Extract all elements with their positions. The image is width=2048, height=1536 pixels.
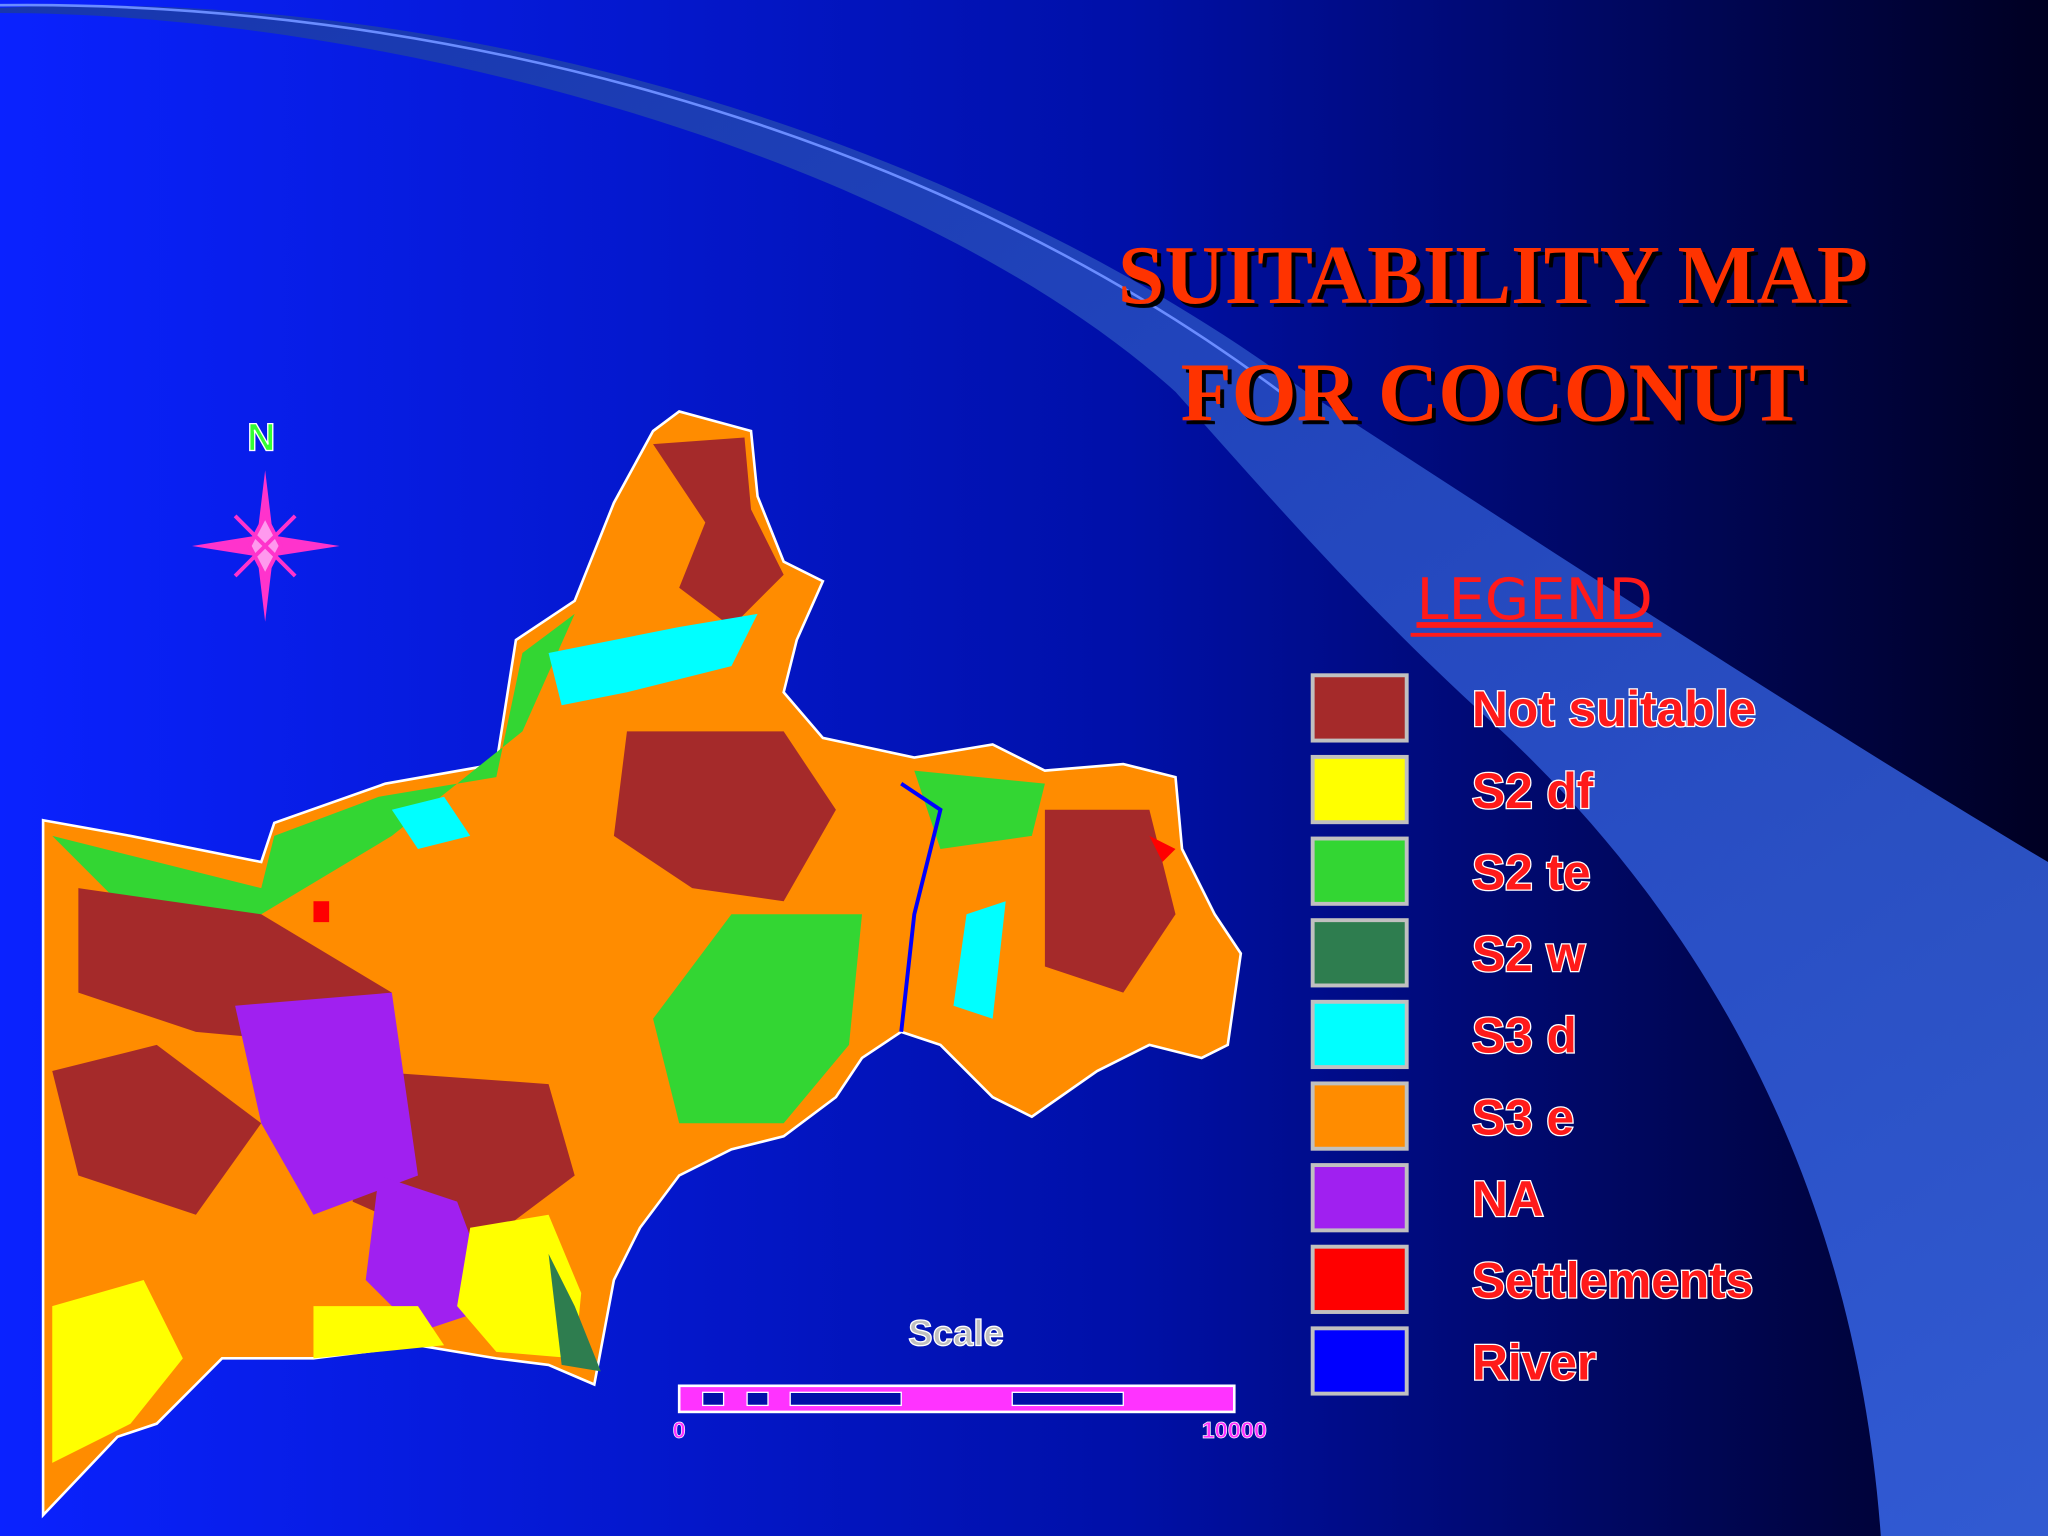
legend-swatch (1310, 836, 1409, 906)
legend-label: Not suitable (1472, 681, 1756, 737)
legend-swatch (1310, 1326, 1409, 1396)
map-zone (548, 1253, 601, 1372)
scale-bar: Scale 0 10000 (672, 1312, 1267, 1444)
scale-end: 10000 (1202, 1417, 1267, 1443)
legend-swatch (1310, 1244, 1409, 1314)
map-zone (391, 796, 471, 849)
legend-label: River (1472, 1334, 1596, 1390)
legend-label: S3 e (1472, 1089, 1574, 1145)
map-zone (313, 1306, 445, 1359)
map-zone (613, 731, 836, 902)
map-river (899, 782, 943, 1033)
legend: Not suitable S2 df S2 te S2 w S3 d S3 e NA Sett… (1310, 673, 1757, 1396)
legend-label: S3 d (1472, 1008, 1577, 1064)
map-zone (52, 613, 575, 915)
legend-label: NA (1472, 1171, 1544, 1227)
compass-star (233, 511, 297, 581)
legend-heading: LEGEND (1417, 566, 1653, 633)
decorative-swoop (0, 5, 2048, 1536)
map-zone (953, 901, 1006, 1019)
map (41, 410, 1243, 1519)
map-zone (653, 437, 784, 627)
legend-swatch (1310, 918, 1409, 988)
compass: N (192, 416, 340, 622)
scale-label: Scale (908, 1312, 1004, 1353)
decorative-arc (0, 3, 1281, 393)
legend-swatch (1310, 999, 1409, 1070)
legend-swatch (1310, 1081, 1409, 1151)
title-line: FOR COCONUT (1181, 348, 1806, 440)
map-zone (52, 1044, 262, 1215)
scale-segment (746, 1391, 769, 1407)
map-zone (313, 901, 330, 923)
legend-swatch (1310, 1163, 1409, 1233)
map-zone (1044, 809, 1176, 993)
map-zone (914, 770, 1045, 849)
title-line: SUITABILITY MAP (1118, 230, 1868, 322)
legend-swatch (1310, 673, 1409, 743)
map-zone (235, 992, 418, 1215)
legend-label: S2 te (1472, 844, 1591, 900)
scale-segment (1011, 1391, 1124, 1407)
legend-swatch (1310, 754, 1409, 825)
map-zone (52, 1280, 183, 1463)
scale-segment (789, 1391, 902, 1407)
north-label: N (247, 417, 275, 460)
legend-label: S2 w (1472, 926, 1585, 982)
map-outline (41, 410, 1243, 1519)
map-zone (457, 1214, 582, 1359)
scale-start: 0 (673, 1417, 686, 1443)
scale-rect (677, 1384, 1236, 1414)
legend-label: S2 df (1472, 763, 1594, 819)
scale-segment (702, 1391, 725, 1407)
legend-label: Settlements (1472, 1253, 1753, 1309)
map-zone (548, 613, 758, 706)
map-zone (653, 914, 863, 1124)
